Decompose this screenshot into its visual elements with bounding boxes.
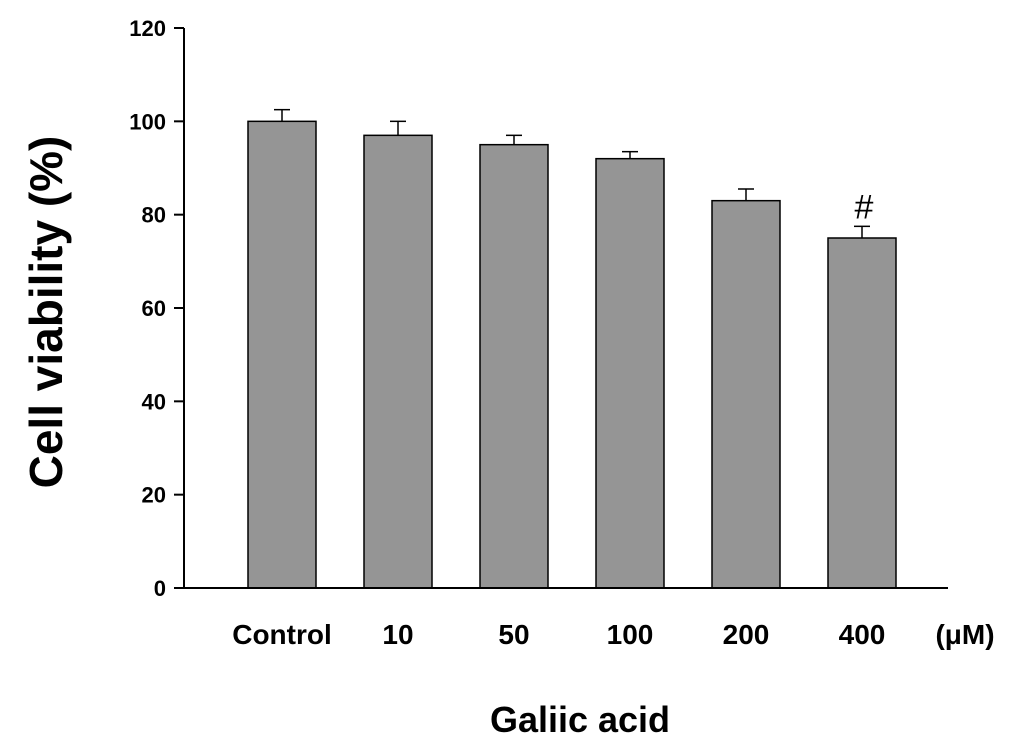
bar-50: [479, 143, 549, 589]
bar-200: [711, 199, 781, 589]
x-unit-label: (μM): [935, 619, 994, 650]
x-tick-labels-group: Control 10 50 100 200 400: [232, 619, 885, 650]
y-ticks-group: 0 20 40 60 80 100 120: [129, 16, 184, 601]
y-axis-title: Cell viability (%): [20, 136, 72, 489]
bar-10: [363, 134, 433, 589]
x-axis-title: Galiic acid: [490, 699, 670, 740]
x-tick-label: 100: [607, 619, 654, 650]
y-tick-label: 60: [142, 296, 166, 321]
bar-100: [595, 157, 665, 589]
significance-marker: #: [855, 188, 874, 226]
annotations-group: #: [855, 188, 874, 226]
y-tick-label: 100: [129, 109, 166, 134]
x-tick-label: 200: [723, 619, 770, 650]
bar-400: [827, 237, 897, 589]
x-tick-label: 400: [839, 619, 886, 650]
y-tick-label: 80: [142, 203, 166, 228]
x-tick-label: 10: [382, 619, 413, 650]
error-bars-group: [274, 108, 870, 238]
x-tick-label: 50: [498, 619, 529, 650]
y-tick-label: 40: [142, 389, 166, 414]
bars-group: [247, 120, 897, 589]
y-tick-label: 0: [154, 576, 166, 601]
y-tick-label: 120: [129, 16, 166, 41]
bar-Control: [247, 120, 317, 589]
y-tick-label: 20: [142, 483, 166, 508]
x-tick-label: Control: [232, 619, 332, 650]
